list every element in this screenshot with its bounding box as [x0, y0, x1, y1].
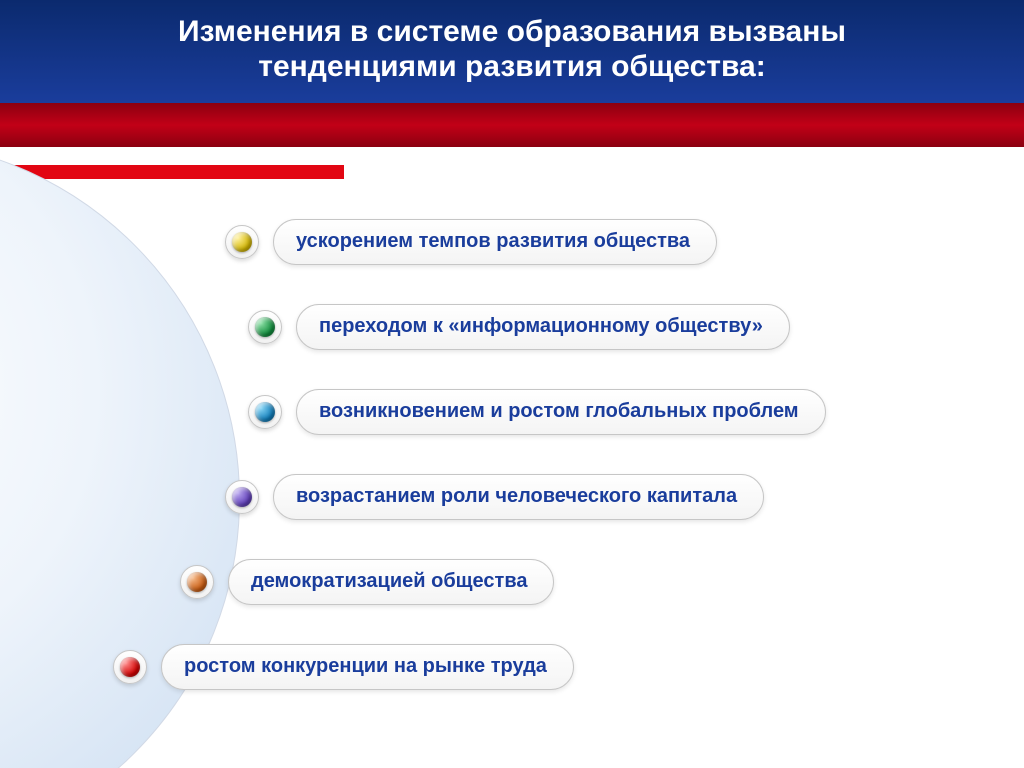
- bullet-icon: [248, 395, 282, 429]
- red-band: [0, 103, 1024, 147]
- bullet-icon: [225, 480, 259, 514]
- title-line-2: тенденциями развития общества:: [258, 50, 765, 83]
- bullet-icon: [180, 565, 214, 599]
- slide-header: Изменения в системе образования вызваны …: [0, 0, 1024, 103]
- list-item: возникновением и ростом глобальных пробл…: [248, 389, 826, 435]
- list-item: ускорением темпов развития общества: [225, 219, 717, 265]
- bullet-inner: [255, 402, 275, 422]
- diagram-area: ускорением темпов развития общества перех…: [0, 189, 1024, 749]
- item-label: возрастанием роли человеческого капитала: [273, 474, 764, 520]
- item-label: демократизацией общества: [228, 559, 554, 605]
- item-label: ростом конкуренции на рынке труда: [161, 644, 574, 690]
- bullet-icon: [248, 310, 282, 344]
- bullet-inner: [255, 317, 275, 337]
- bullet-inner: [187, 572, 207, 592]
- item-label: переходом к «информационному обществу»: [296, 304, 790, 350]
- bullet-inner: [232, 232, 252, 252]
- list-item: ростом конкуренции на рынке труда: [113, 644, 574, 690]
- list-item: возрастанием роли человеческого капитала: [225, 474, 764, 520]
- list-item: переходом к «информационному обществу»: [248, 304, 790, 350]
- item-label: ускорением темпов развития общества: [273, 219, 717, 265]
- bullet-icon: [113, 650, 147, 684]
- title-line-1: Изменения в системе образования вызваны: [178, 15, 846, 48]
- bullet-inner: [232, 487, 252, 507]
- bullet-icon: [225, 225, 259, 259]
- slide-title: Изменения в системе образования вызваны …: [40, 14, 984, 85]
- red-strip: [0, 165, 344, 179]
- bullet-inner: [120, 657, 140, 677]
- list-item: демократизацией общества: [180, 559, 554, 605]
- item-label: возникновением и ростом глобальных пробл…: [296, 389, 826, 435]
